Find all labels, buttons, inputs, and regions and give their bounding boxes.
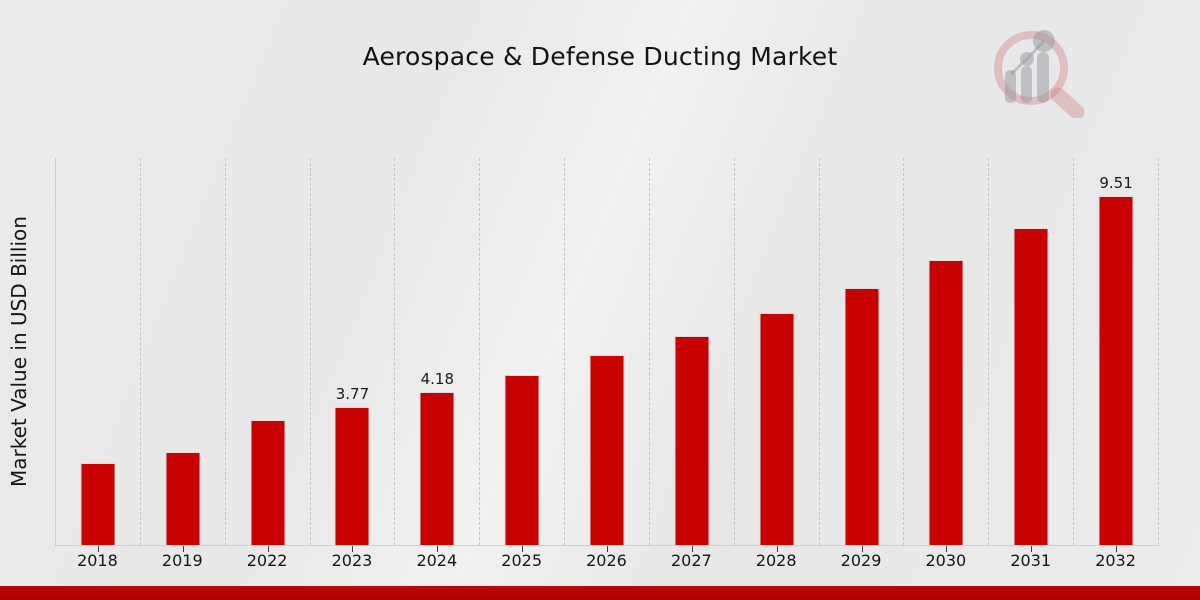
y-axis-label: Market Value in USD Billion [7,216,31,487]
x-axis-tick-2029 [861,546,863,552]
category-column-2019 [141,158,226,552]
bar-2022 [250,420,286,545]
category-column-2024: 4.18 [395,158,481,552]
data-label-2032: 9.51 [1099,174,1133,192]
category-column-2018 [56,158,141,552]
bar-chart-icon [1005,30,1055,103]
magnifier-bar-chart-logo-watermark [994,30,1085,118]
x-axis-tick-2032 [1116,546,1118,552]
bar-2030 [928,260,964,545]
bar-2026 [589,355,625,545]
x-tick-label-2026: 2026 [586,551,627,570]
plot-area: 3.77 4.18 9.51 [55,158,1159,552]
x-axis-tick-2031 [1031,546,1033,552]
x-tick-label-2019: 2019 [161,551,203,570]
bar-2019 [165,452,201,545]
bar-2032 [1098,196,1134,545]
category-column-2025 [480,158,566,552]
bar-2031 [1013,228,1049,545]
category-column-2030 [904,158,990,552]
category-column-2022 [226,158,311,552]
x-axis-tick-2022 [267,546,269,552]
x-axis-tick-2025 [522,546,524,552]
x-axis-tick-labels: 2018 2019 2022 2023 2024 2025 2026 2027 2028 2029… [55,551,1158,570]
data-label-2023: 3.77 [335,385,370,403]
x-axis-tick-2030 [946,546,948,552]
x-axis-tick-2024 [437,546,439,552]
x-tick-label-2023: 2023 [331,551,373,570]
bar-2023 [334,407,370,545]
x-axis-tick-2019 [182,546,184,552]
x-tick-label-2028: 2028 [755,551,797,570]
x-tick-label-2022: 2022 [246,551,288,570]
x-axis-tick-2023 [352,546,354,552]
x-tick-label-2025: 2025 [501,551,542,570]
x-tick-label-2018: 2018 [77,551,118,570]
chart-title: Aerospace & Defense Ducting Market [362,42,838,71]
x-axis-tick-2028 [776,546,778,552]
category-column-2029 [820,158,905,552]
data-label-2024: 4.18 [420,370,454,388]
x-tick-label-2027: 2027 [670,551,712,570]
bar-2025 [504,375,540,545]
x-tick-label-2029: 2029 [840,551,882,570]
x-tick-label-2024: 2024 [416,551,458,570]
x-tick-label-2030: 2030 [925,551,967,570]
category-column-2023: 3.77 [311,158,396,552]
bar-2018 [80,463,116,545]
category-column-2027 [650,158,735,552]
bar-2027 [674,336,710,545]
category-column-2032: 9.51 [1074,158,1159,552]
bar-2029 [844,288,880,545]
bar-2028 [759,313,795,545]
x-axis-tick-2027 [691,546,693,552]
category-column-2031 [989,158,1075,552]
footer-accent-band [0,586,1200,600]
x-axis-tick-2026 [606,546,608,552]
category-column-2028 [735,158,820,552]
x-axis-tick-2018 [97,546,99,552]
category-column-2026 [565,158,650,552]
bar-2024 [419,392,455,545]
x-tick-label-2031: 2031 [1010,551,1052,570]
x-tick-label-2032: 2032 [1095,551,1136,570]
